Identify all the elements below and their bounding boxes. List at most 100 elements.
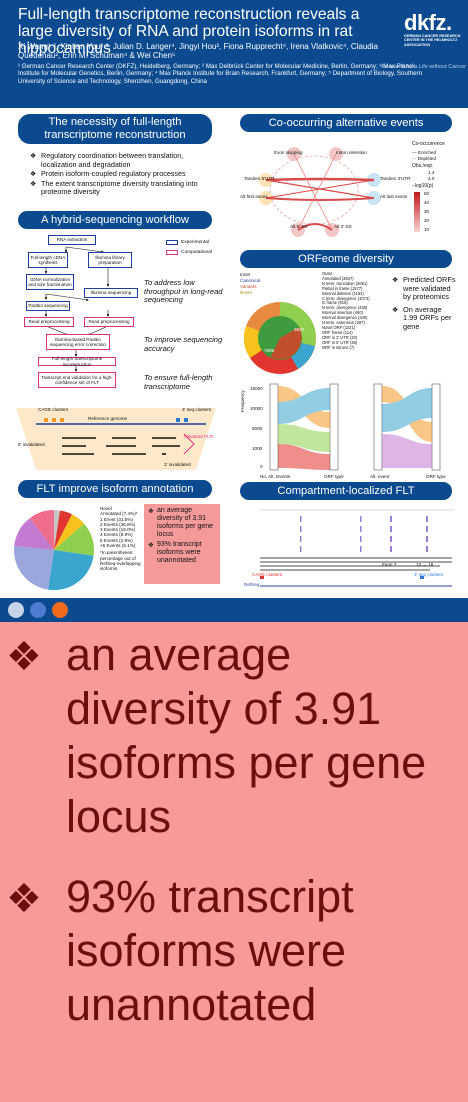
outer-legend-item: N term. extension (287)	[322, 320, 365, 326]
outer-legend-item: Partial in frame (1577)	[322, 285, 363, 291]
workflow-note-2: To improve sequencing accuracy	[144, 335, 223, 353]
legend-5-events: 5 Events (2.9%)	[100, 537, 133, 543]
alluvial-left-xlabel-2: ORF type	[324, 474, 344, 479]
cooccurrence-legend-title: Co-occurrence	[412, 141, 445, 147]
inner-novel: Novel	[240, 290, 252, 295]
obs-exp-title: Obs./exp.	[412, 163, 434, 169]
legend-gt5-events: >5 Events (5.1%)	[100, 543, 136, 549]
alluvial-left-xlabel-1: No. Alt. Events	[260, 474, 291, 479]
legend-depleted: - - Depleted	[412, 156, 437, 161]
alluvial-ytick: 15000	[250, 386, 263, 391]
flt-pie-legend: Novel Annotated (7.4%)* 1 Event (31.5%) …	[100, 506, 152, 572]
zoomed-bullet-text: an average diversity of 3.91 isoforms pe…	[66, 629, 427, 842]
legend-3-events: 3 Events (16.0%)	[100, 527, 136, 533]
dkfz-tagline: Research for a Life without Cancer	[381, 64, 466, 70]
pvalue-tick: 10	[424, 227, 430, 232]
workflow-note-3: To ensure full-length transcriptome	[144, 373, 213, 391]
alluvial-ytick: 5000	[252, 426, 263, 431]
legend-swatch-experimental	[166, 240, 178, 245]
validated-flts-label: Validated FLTs	[184, 434, 214, 439]
orfeome-bullet: Predicted ORFs were validated by proteom…	[392, 275, 456, 302]
wf-flt-reconstruction: Full-length transcriptome reconstruction	[38, 356, 116, 367]
legend-swatch-computational	[166, 250, 178, 255]
legend-experimental-label: Experimental	[181, 240, 209, 245]
outer-legend-item: In frame (916)	[322, 300, 348, 306]
zoomed-bullet: ❖ an average diversity of 3.91 isoforms …	[0, 628, 468, 868]
wf-error-correction: Illumina-based PacBio sequencing error c…	[46, 334, 110, 350]
obs-exp-high: 2.0	[428, 176, 435, 181]
zoomed-bullet-text: 93% transcript isoforms were unannotated	[66, 871, 354, 1030]
footer-dot	[52, 602, 68, 618]
legend-enriched: — Enriched	[412, 150, 437, 155]
seq-clusters-label: 3' seq clusters	[182, 407, 212, 412]
exon-label: Exon 7	[382, 562, 397, 567]
section-title-cooccurring: Co-occurring alternative events	[240, 114, 452, 132]
donut-variant-value: 7698	[264, 348, 275, 353]
outer-legend-title: Outer	[322, 271, 333, 276]
alluvial-ylabel: Frequency	[240, 390, 245, 412]
genome-browser-tracks	[260, 509, 454, 587]
outer-legend-item: ORF in 5' UTR (38)	[322, 339, 358, 345]
section-title-necessity: The necessity of full-length transcripto…	[18, 114, 212, 144]
workflow-note-1: To address low throughput in long-read s…	[144, 278, 223, 305]
node-alt-3ss: Alt 3'-SS	[334, 224, 352, 229]
pvalue-tick: 40	[424, 200, 430, 205]
orfeome-bullet: On average 1.99 ORFs per gene	[392, 305, 456, 332]
node-tandem-3utr: Tandem 3'UTR	[380, 176, 411, 181]
orfeome-donut	[243, 302, 316, 374]
necessity-bullet: The extent transcriptome diversity trans…	[30, 179, 220, 197]
cooccurrence-network	[259, 147, 381, 237]
highlight-box: an average diversity of 3.91 isoforms pe…	[144, 504, 220, 584]
poster-title: Full-length transcriptome reconstruction…	[18, 6, 360, 57]
node-alt-5ss: Alt 5'-SS	[290, 224, 308, 229]
legend-1-event: 1 Event (31.5%)	[100, 516, 133, 522]
zoomed-highlight-panel: ❖ an average diversity of 3.91 isoforms …	[0, 622, 468, 1102]
cage-clusters-label: CAGE clusters	[38, 407, 69, 412]
alluvial-ytick: 10000	[250, 406, 263, 411]
necessity-bullet: Regulatory coordination between translat…	[30, 151, 220, 169]
section-title-orfeome: ORFeome diversity	[240, 250, 452, 268]
pvalue-tick: 30	[424, 209, 430, 214]
alluvial-right-xlabel-2: ORF type	[426, 474, 446, 479]
legend-novel: Novel	[100, 506, 112, 511]
necessity-bullet: Protein isoform-coupled regulatory proce…	[30, 170, 220, 179]
outer-legend-item: Internal deletion (1183)	[322, 290, 364, 296]
section-title-workflow: A hybrid-sequencing workflow	[18, 211, 212, 229]
dkfz-logo: dkfz.	[404, 10, 452, 35]
dkfz-logo-subtitle: GERMAN CANCER RESEARCH CENTER IN THE HEL…	[404, 34, 461, 47]
wf-illumina-prep: Illumina library preparation	[88, 252, 132, 268]
inner-legend-title: Inner	[240, 272, 251, 277]
pvalue-tick: 20	[424, 218, 430, 223]
highlight-bullet: an average diversity of 3.91 isoforms pe…	[148, 507, 216, 539]
section-title-compartment: Compartment-localized FLT	[240, 482, 452, 500]
outer-legend-item: Internal insertion (460)	[322, 310, 363, 316]
inval-3-label: 3' invalidated	[164, 462, 191, 467]
inval-5-label: 5' invalidated	[18, 442, 45, 447]
diamond-bullet-icon: ❖	[6, 634, 42, 680]
node-exon-skipping: Exon skipping	[274, 150, 303, 155]
outer-legend-item: ORF in 3' UTR (33)	[322, 334, 358, 340]
obs-exp-low: 1.4	[428, 170, 435, 175]
reference-genome-label: Reference genome	[88, 416, 128, 421]
legend-2-events: 2 Events (36.6%)	[100, 521, 136, 527]
wf-cdna-synthesis: Full-length cDNA synthesis	[28, 252, 68, 268]
pvalue-color-scale	[414, 192, 420, 232]
outer-legend-item: N term. divergence (435)	[322, 305, 368, 311]
node-tandem-5utr: Tandem 5'UTR	[244, 176, 275, 181]
poster-header: Full-length transcriptome reconstruction…	[0, 0, 468, 108]
flt-pie-chart	[13, 510, 94, 591]
legend-enriched-label: Enriched	[417, 150, 437, 155]
seq-track-label: 3' seq clusters	[414, 572, 444, 577]
wf-read-preprocessing-1: Read preprocessing	[24, 317, 74, 327]
pvalue-scale-title: −log10(p)	[412, 183, 434, 189]
legend-annotated: Annotated (7.4%)*	[100, 511, 138, 517]
legend-4-events: 4 Events (8.9%)	[100, 532, 133, 538]
inner-canonical: Canonical	[240, 278, 261, 283]
legend-computational: Computational	[166, 250, 212, 255]
footer-dot	[8, 602, 24, 618]
wf-illumina-seq: Illumina sequencing	[84, 288, 138, 298]
alluvial-right-xlabel-1: Alt. event	[370, 474, 390, 479]
necessity-bullets: Regulatory coordination between translat…	[30, 151, 220, 198]
legend-experimental: Experimental	[166, 240, 209, 245]
footer-bar	[0, 598, 468, 622]
